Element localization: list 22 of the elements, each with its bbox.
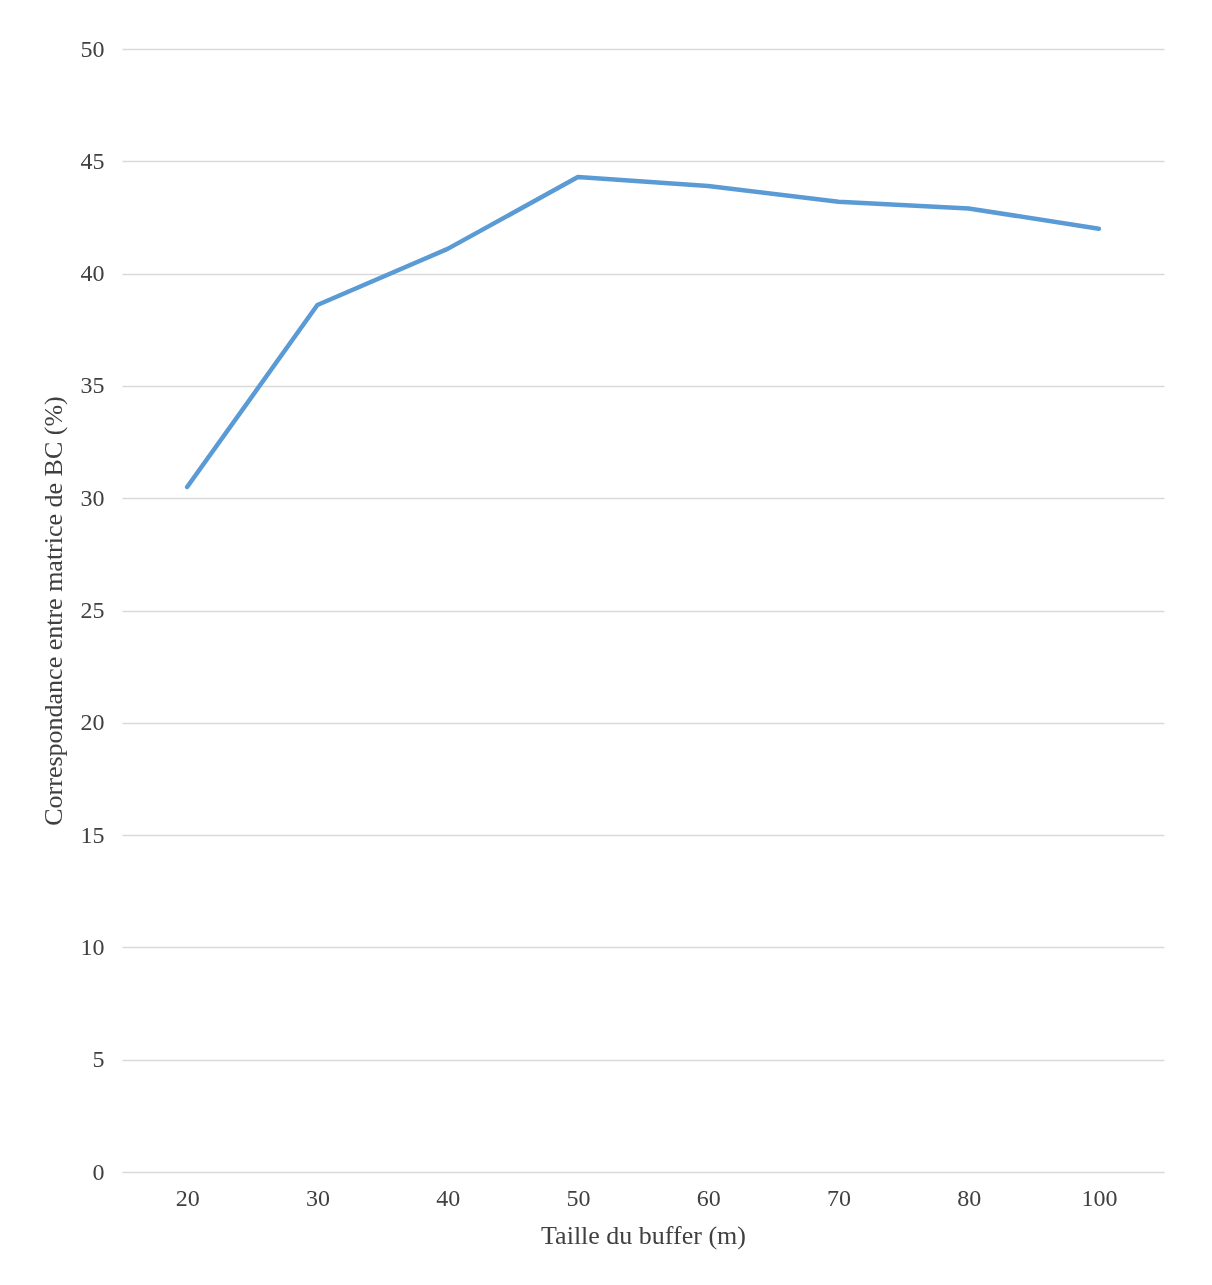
y-tick-label: 40 <box>80 260 105 287</box>
y-tick-label: 25 <box>80 597 105 623</box>
x-tick-label: 50 <box>566 1184 591 1211</box>
x-tick-label: 40 <box>436 1184 461 1211</box>
x-tick-label: 70 <box>826 1184 851 1211</box>
x-axis-title: Taille du buffer (m) <box>541 1220 746 1250</box>
y-tick-label: 50 <box>80 35 105 62</box>
y-tick-label: 0 <box>92 1158 105 1185</box>
y-axis-title: Correspondance entre matrice de BC (%) <box>38 396 68 826</box>
line-series <box>184 174 1102 490</box>
y-tick-label: 35 <box>80 372 105 399</box>
y-tick-label: 20 <box>80 709 105 736</box>
y-tick-label: 30 <box>80 484 105 511</box>
x-tick-label: 100 <box>1081 1184 1118 1211</box>
x-tick-label: 30 <box>305 1184 330 1211</box>
x-tick-label: 20 <box>175 1184 200 1211</box>
y-tick-label: 5 <box>92 1046 105 1073</box>
x-tick-label: 60 <box>696 1184 721 1211</box>
y-tick-label: 10 <box>80 933 105 960</box>
x-tick-label: 80 <box>957 1184 982 1211</box>
y-tick-label: 45 <box>80 147 105 174</box>
y-tick-label: 15 <box>80 821 105 848</box>
